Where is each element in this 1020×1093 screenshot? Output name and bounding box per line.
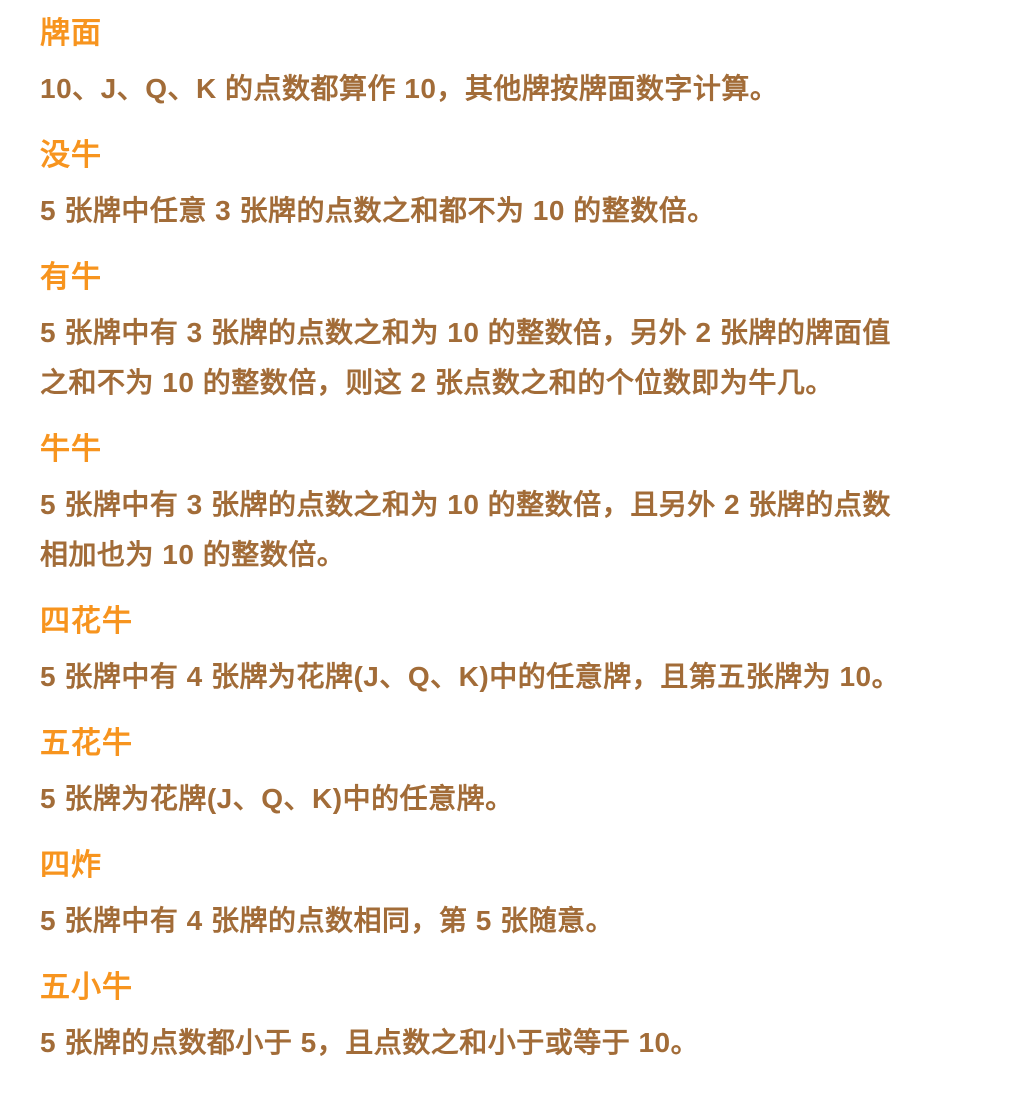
rule-title-four-bomb: 四炸 bbox=[40, 849, 102, 882]
rule-text-four-flower-niu: 5 张牌中有 4 张牌为花牌(J、Q、K)中的任意牌，且第五张牌为 10。 bbox=[40, 661, 901, 692]
rule-section-has-niu: 有牛 5 张牌中有 3 张牌的点数之和为 10 的整数倍，另外 2 张牌的牌面值… bbox=[40, 260, 980, 408]
rule-title-five-small-niu: 五小牛 bbox=[40, 971, 133, 1004]
rule-section-four-flower-niu: 四花牛 5 张牌中有 4 张牌为花牌(J、Q、K)中的任意牌，且第五张牌为 10… bbox=[40, 604, 980, 702]
rule-text-card-face: 10、J、Q、K 的点数都算作 10，其他牌按牌面数字计算。 bbox=[40, 73, 779, 104]
rule-text-four-bomb: 5 张牌中有 4 张牌的点数相同，第 5 张随意。 bbox=[40, 905, 615, 936]
rule-title-four-flower-niu: 四花牛 bbox=[40, 605, 133, 638]
rule-text-niu-niu: 5 张牌中有 3 张牌的点数之和为 10 的整数倍，且另外 2 张牌的点数 相加… bbox=[40, 489, 891, 570]
rule-section-no-niu: 没牛 5 张牌中任意 3 张牌的点数之和都不为 10 的整数倍。 bbox=[40, 138, 980, 236]
rule-section-four-bomb: 四炸 5 张牌中有 4 张牌的点数相同，第 5 张随意。 bbox=[40, 848, 980, 946]
rule-title-five-flower-niu: 五花牛 bbox=[40, 727, 133, 760]
rule-text-no-niu: 5 张牌中任意 3 张牌的点数之和都不为 10 的整数倍。 bbox=[40, 195, 716, 226]
rule-section-card-face: 牌面 10、J、Q、K 的点数都算作 10，其他牌按牌面数字计算。 bbox=[40, 16, 980, 114]
rule-section-five-small-niu: 五小牛 5 张牌的点数都小于 5，且点数之和小于或等于 10。 bbox=[40, 970, 980, 1068]
rule-text-five-small-niu: 5 张牌的点数都小于 5，且点数之和小于或等于 10。 bbox=[40, 1027, 700, 1058]
rule-text-five-flower-niu: 5 张牌为花牌(J、Q、K)中的任意牌。 bbox=[40, 783, 514, 814]
rule-section-five-flower-niu: 五花牛 5 张牌为花牌(J、Q、K)中的任意牌。 bbox=[40, 726, 980, 824]
rule-title-has-niu: 有牛 bbox=[40, 261, 102, 294]
rule-title-card-face: 牌面 bbox=[40, 17, 102, 50]
rule-section-niu-niu: 牛牛 5 张牌中有 3 张牌的点数之和为 10 的整数倍，且另外 2 张牌的点数… bbox=[40, 432, 980, 580]
rule-title-no-niu: 没牛 bbox=[40, 139, 102, 172]
rule-text-has-niu: 5 张牌中有 3 张牌的点数之和为 10 的整数倍，另外 2 张牌的牌面值 之和… bbox=[40, 317, 891, 398]
rule-title-niu-niu: 牛牛 bbox=[40, 433, 102, 466]
